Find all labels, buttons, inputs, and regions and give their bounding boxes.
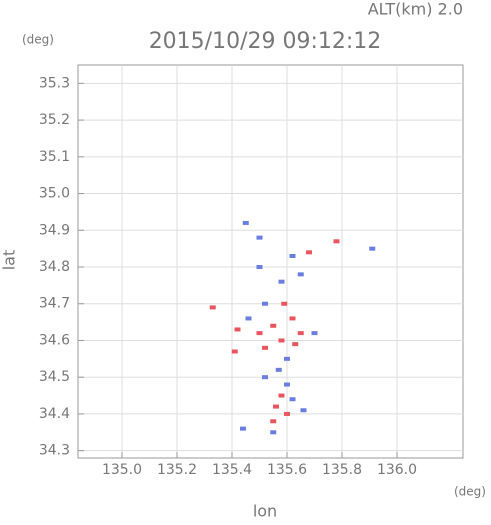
y-tick-label: 35.2 [39,112,70,128]
point [256,265,263,270]
point [234,327,241,332]
point [297,272,304,277]
point [262,345,268,350]
point [240,426,246,431]
y-tick-label: 34.7 [39,296,70,312]
point [289,316,296,321]
y-unit: (deg) [22,33,54,47]
point [284,411,290,416]
point [284,382,290,387]
y-axis-label: lat [0,250,19,271]
point [369,246,376,251]
x-tick-label: 136.0 [377,462,417,478]
point [242,220,249,225]
point [278,393,285,398]
point [209,305,216,310]
point [231,349,238,354]
chart-title: 2015/10/29 09:12:12 [149,29,382,54]
point [262,301,268,306]
point [281,301,288,306]
plot-frame [77,64,464,459]
point [306,250,312,255]
point [289,397,296,402]
y-tick-label: 34.8 [39,259,70,275]
point [270,430,277,435]
y-tick-label: 35.0 [39,186,70,202]
point [256,235,263,240]
x-tick-label: 135.4 [212,462,252,478]
x-tick-label: 135.0 [102,462,142,478]
y-tick-label: 34.3 [39,443,70,459]
point [270,419,277,424]
point [278,279,285,284]
y-tick-label: 34.4 [39,406,70,422]
point [284,356,290,361]
point [270,323,277,328]
point [297,331,304,336]
point [275,367,282,372]
point [333,239,340,244]
point [300,408,307,413]
point [292,342,299,347]
subtitle: ALT(km) 2.0 [368,0,463,19]
y-tick-label: 34.9 [39,222,70,238]
point [311,331,318,336]
y-tick-label: 35.3 [39,75,70,91]
x-axis-label: lon [253,502,277,521]
point [273,404,279,409]
point [289,253,296,258]
point [256,331,263,336]
x-tick-label: 135.8 [322,462,362,478]
y-tick-label: 34.5 [39,369,70,385]
point [245,316,252,321]
x-tick-label: 135.2 [157,462,197,478]
x-unit: (deg) [454,485,486,499]
y-tick-label: 34.6 [39,332,70,348]
x-tick-label: 135.6 [267,462,307,478]
point [278,338,285,343]
point [262,375,268,380]
y-tick-label: 35.1 [39,149,70,165]
